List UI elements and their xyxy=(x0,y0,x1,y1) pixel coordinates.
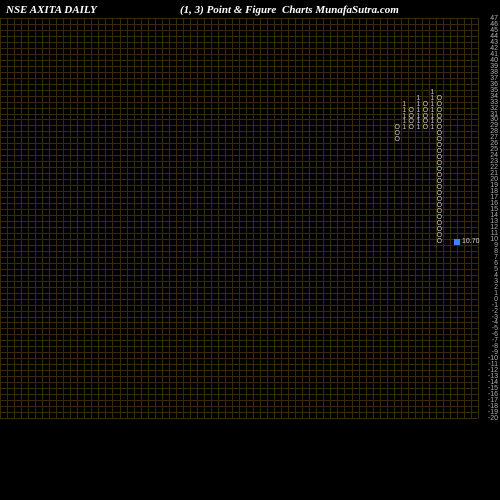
grid-line-vertical xyxy=(415,18,416,418)
pnf-o-mark: O xyxy=(436,239,443,245)
grid-line-vertical xyxy=(344,18,345,418)
grid-line-vertical xyxy=(394,18,395,418)
grid-line-vertical xyxy=(7,18,8,418)
grid-line-vertical xyxy=(204,18,205,418)
pnf-o-mark: O xyxy=(408,125,415,131)
grid-line-vertical xyxy=(422,18,423,418)
grid-line-vertical xyxy=(450,18,451,418)
pnf-x-mark: 1 xyxy=(429,125,436,131)
pnf-x-mark: 1 xyxy=(401,125,408,131)
grid-line-vertical xyxy=(295,18,296,418)
grid-line-vertical xyxy=(155,18,156,418)
grid-line-vertical xyxy=(246,18,247,418)
grid-line-vertical xyxy=(267,18,268,418)
pnf-o-mark: O xyxy=(394,137,401,143)
grid-line-vertical xyxy=(190,18,191,418)
grid-line-vertical xyxy=(112,18,113,418)
grid-line-horizontal xyxy=(0,418,478,419)
grid-line-vertical xyxy=(443,18,444,418)
grid-line-vertical xyxy=(232,18,233,418)
grid-line-vertical xyxy=(281,18,282,418)
current-price-marker xyxy=(454,239,460,245)
current-price-label: 10.70 xyxy=(462,238,480,245)
grid-line-vertical xyxy=(162,18,163,418)
grid-line-vertical xyxy=(274,18,275,418)
grid-line-vertical xyxy=(134,18,135,418)
grid-line-vertical xyxy=(408,18,409,418)
grid-line-vertical xyxy=(0,18,1,418)
grid-line-vertical xyxy=(197,18,198,418)
pnf-o-mark: O xyxy=(422,125,429,131)
grid-line-vertical xyxy=(28,18,29,418)
grid-line-vertical xyxy=(84,18,85,418)
grid-line-vertical xyxy=(288,18,289,418)
grid-line-vertical xyxy=(309,18,310,418)
grid-line-vertical xyxy=(120,18,121,418)
grid-line-vertical xyxy=(183,18,184,418)
grid-line-vertical xyxy=(260,18,261,418)
grid-line-vertical xyxy=(169,18,170,418)
grid-line-vertical xyxy=(302,18,303,418)
grid-line-vertical xyxy=(253,18,254,418)
grid-line-vertical xyxy=(98,18,99,418)
grid-line-vertical xyxy=(148,18,149,418)
grid-line-vertical xyxy=(35,18,36,418)
grid-line-vertical xyxy=(323,18,324,418)
grid-line-vertical xyxy=(316,18,317,418)
chart-grid: OOO11111OOOO111111OOOOO1111111OOOOOOOOOO… xyxy=(0,18,478,418)
grid-line-vertical xyxy=(56,18,57,418)
grid-line-vertical xyxy=(91,18,92,418)
grid-line-vertical xyxy=(127,18,128,418)
grid-line-vertical xyxy=(359,18,360,418)
grid-line-vertical xyxy=(380,18,381,418)
grid-line-vertical xyxy=(429,18,430,418)
y-axis: 4746454443424140393837363534333231302928… xyxy=(478,18,498,418)
grid-line-vertical xyxy=(42,18,43,418)
grid-line-vertical xyxy=(176,18,177,418)
grid-line-vertical xyxy=(337,18,338,418)
grid-line-vertical xyxy=(401,18,402,418)
grid-line-vertical xyxy=(225,18,226,418)
grid-line-vertical xyxy=(218,18,219,418)
grid-line-vertical xyxy=(105,18,106,418)
source-label: Charts MunafaSutra.com xyxy=(282,4,399,16)
grid-line-vertical xyxy=(21,18,22,418)
grid-line-vertical xyxy=(211,18,212,418)
grid-line-vertical xyxy=(239,18,240,418)
grid-line-vertical xyxy=(352,18,353,418)
grid-line-vertical xyxy=(387,18,388,418)
params-label: (1, 3) Point & Figure xyxy=(180,4,276,16)
grid-line-vertical xyxy=(330,18,331,418)
pnf-x-mark: 1 xyxy=(415,125,422,131)
grid-line-vertical xyxy=(49,18,50,418)
grid-line-vertical xyxy=(457,18,458,418)
grid-line-vertical xyxy=(14,18,15,418)
chart-header: NSE AXITA DAILY (1, 3) Point & Figure Ch… xyxy=(0,4,500,20)
grid-line-vertical xyxy=(70,18,71,418)
grid-line-vertical xyxy=(141,18,142,418)
grid-line-vertical xyxy=(77,18,78,418)
y-axis-label: -20 xyxy=(478,416,498,422)
grid-line-vertical xyxy=(471,18,472,418)
grid-line-vertical xyxy=(373,18,374,418)
symbol-label: NSE AXITA DAILY xyxy=(6,4,97,16)
grid-line-vertical xyxy=(63,18,64,418)
grid-line-vertical xyxy=(366,18,367,418)
grid-line-vertical xyxy=(464,18,465,418)
